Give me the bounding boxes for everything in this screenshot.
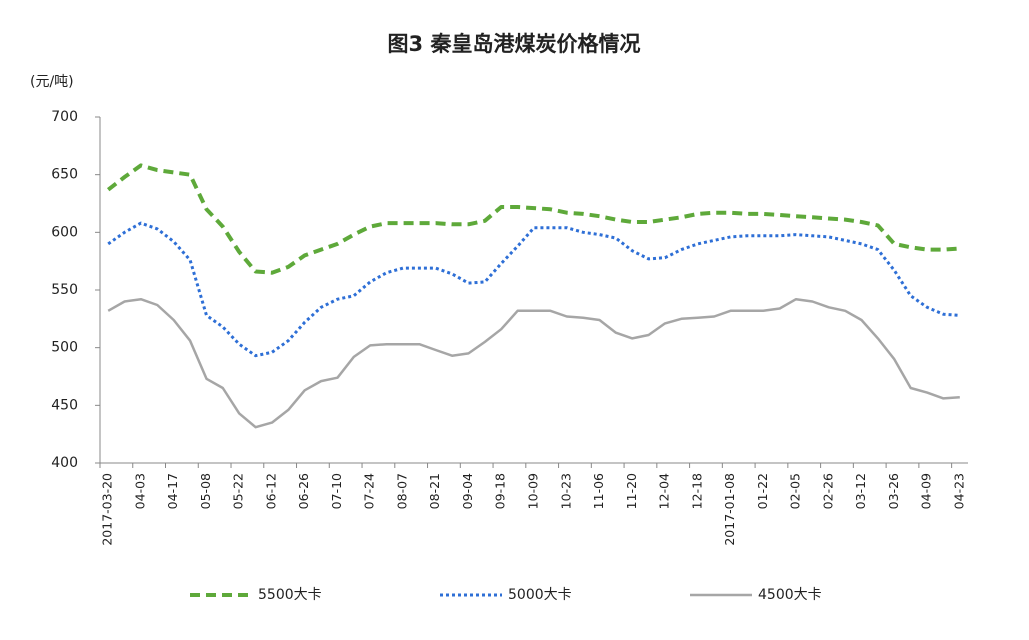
x-tick-label: 04-03	[132, 473, 147, 509]
x-tick-label: 06-12	[263, 473, 278, 509]
x-tick-label: 03-26	[886, 473, 901, 509]
series-line	[107, 221, 960, 358]
x-tick-label: 09-04	[460, 473, 475, 509]
x-tick-label: 09-18	[493, 473, 508, 509]
x-tick-label: 01-22	[755, 473, 770, 509]
legend-label: 5500大卡	[258, 587, 322, 603]
legend-label: 5000大卡	[508, 587, 572, 603]
y-tick-label: 550	[51, 282, 78, 298]
x-tick-label: 11-20	[624, 473, 639, 509]
y-tick-label: 650	[51, 167, 78, 183]
y-tick-label: 700	[51, 109, 78, 125]
x-tick-label: 04-09	[919, 473, 934, 509]
x-tick-label: 12-04	[657, 473, 672, 509]
x-tick-label: 08-21	[427, 473, 442, 509]
y-axis-label: (元/吨)	[30, 74, 74, 90]
y-tick-label: 400	[51, 455, 78, 471]
x-tick-label: 08-07	[394, 473, 409, 509]
y-tick-label: 600	[51, 224, 78, 240]
x-tick-label: 03-12	[853, 473, 868, 509]
series-line	[106, 163, 960, 275]
x-tick-label: 2017-03-20	[100, 473, 115, 546]
x-tick-label: 10-23	[558, 473, 573, 509]
y-tick-label: 450	[51, 397, 78, 413]
chart-title: 图3 秦皇岛港煤炭价格情况	[388, 32, 641, 56]
x-tick-label: 07-24	[362, 473, 377, 509]
x-tick-label: 06-26	[296, 473, 311, 509]
x-tick-label: 02-26	[820, 473, 835, 509]
x-tick-label: 2017-01-08	[722, 473, 737, 546]
x-tick-label: 04-23	[951, 473, 966, 509]
x-tick-label: 11-06	[591, 473, 606, 509]
series-line	[107, 297, 960, 429]
x-tick-label: 12-18	[689, 473, 704, 509]
y-tick-label: 500	[51, 340, 78, 356]
x-tick-label: 10-09	[526, 473, 541, 509]
legend-label: 4500大卡	[758, 587, 822, 603]
x-tick-label: 07-10	[329, 473, 344, 509]
x-tick-label: 04-17	[165, 473, 180, 509]
x-tick-label: 05-08	[198, 473, 213, 509]
x-tick-label: 02-05	[788, 473, 803, 509]
x-tick-label: 05-22	[231, 473, 246, 509]
